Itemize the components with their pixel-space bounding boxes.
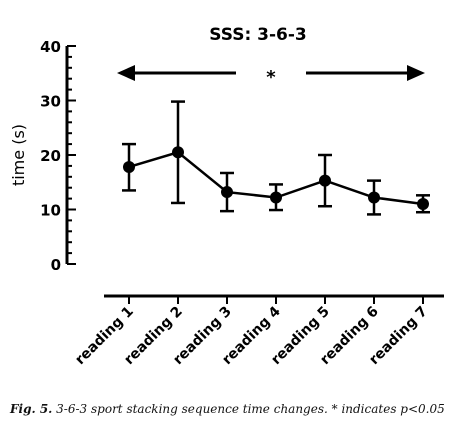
- y-tick-label: 10: [40, 202, 61, 220]
- annotation-star: *: [266, 67, 276, 88]
- data-point: [417, 198, 429, 211]
- y-tick-label: 20: [40, 147, 61, 165]
- y-axis: 0 10 20 30 40: [40, 38, 76, 274]
- data-point: [172, 146, 184, 159]
- annotation-arrowhead-right: [407, 65, 425, 81]
- chart-title: SSS: 3-6-3: [209, 25, 307, 45]
- data-point: [368, 191, 380, 204]
- caption-text: 3-6-3 sport stacking sequence time chang…: [52, 402, 445, 416]
- y-axis-label: time (s): [9, 124, 28, 186]
- y-tick-label: 0: [51, 256, 61, 274]
- line-chart: SSS: 3-6-3 time (s) 0 10 20 30 40 reading 1r…: [9, 25, 444, 368]
- data-point: [319, 174, 331, 187]
- caption-lead: Fig. 5.: [10, 402, 53, 416]
- data-point: [221, 186, 233, 199]
- series-group: [122, 100, 430, 216]
- figure-caption: Fig. 5. 3-6-3 sport stacking sequence ti…: [10, 402, 465, 416]
- annotation-arrowhead-left: [117, 65, 135, 81]
- data-point: [270, 191, 282, 204]
- y-tick-label: 40: [40, 38, 61, 56]
- data-point: [123, 160, 135, 173]
- significance-annotation: *: [117, 65, 425, 88]
- y-tick-label: 30: [40, 93, 61, 111]
